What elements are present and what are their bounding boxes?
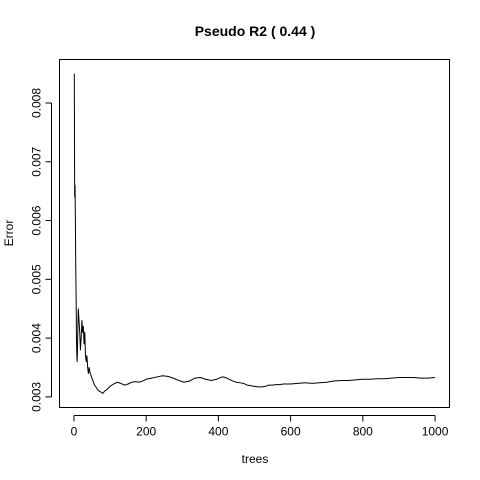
y-tick-label: 0.005 [30,264,44,294]
y-tick-label: 0.007 [30,146,44,176]
x-tick-label: 600 [281,425,301,439]
y-tick-label: 0.006 [30,205,44,235]
plot-frame [59,59,450,408]
series-layer [73,73,436,394]
y-axis-label: Error [2,220,16,247]
chart-title: Pseudo R2 ( 0.44 ) [195,23,316,39]
x-tick-label: 400 [208,425,228,439]
x-tick-label: 1000 [422,425,449,439]
x-tick-label: 200 [136,425,156,439]
x-axis-label: trees [242,452,269,466]
x-tick-label: 800 [353,425,373,439]
y-axis: 0.003 0.004 0.005 0.006 0.007 0.008 [30,88,52,412]
x-tick-label: 0 [71,425,78,439]
x-axis: 0 200 400 600 800 1000 [71,415,449,439]
error-line [73,73,436,394]
y-tick-label: 0.008 [30,88,44,118]
y-tick-label: 0.003 [30,382,44,412]
y-tick-label: 0.004 [30,323,44,353]
